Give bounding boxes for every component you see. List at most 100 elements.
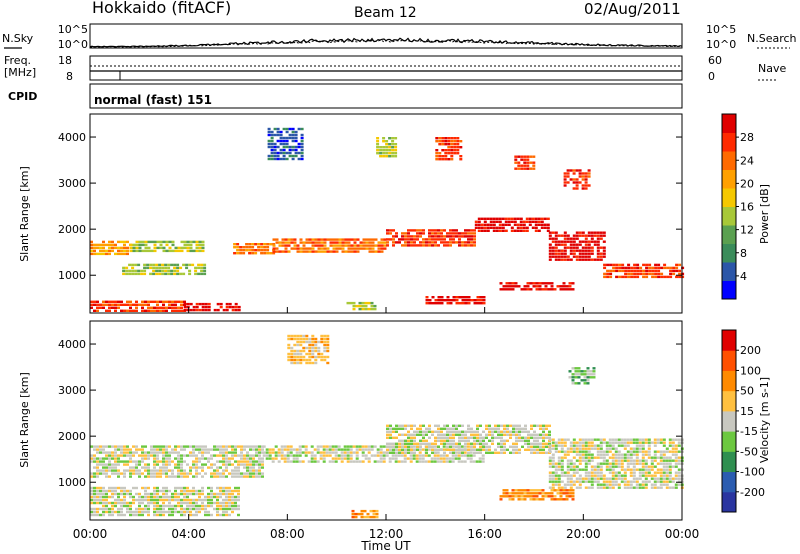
velocity-cell xyxy=(198,451,201,454)
velocity-cell xyxy=(458,433,461,436)
velocity-cell xyxy=(237,475,240,478)
velocity-cell xyxy=(114,445,117,448)
power-cell xyxy=(587,246,591,249)
power-cell xyxy=(108,300,111,303)
velocity-cell xyxy=(467,430,470,433)
velocity-cell xyxy=(674,444,678,447)
velocity-cell xyxy=(376,451,380,454)
power-cell xyxy=(578,172,582,175)
power-cell xyxy=(473,229,476,232)
velocity-cell xyxy=(571,495,575,498)
velocity-cell xyxy=(258,448,261,451)
velocity-cell xyxy=(524,424,527,427)
power-cell xyxy=(394,152,398,155)
velocity-cell xyxy=(222,469,225,472)
power-cell xyxy=(569,243,573,246)
velocity-cell xyxy=(668,441,672,444)
velocity-cell xyxy=(590,447,594,450)
velocity-cell xyxy=(662,450,666,453)
power-cell xyxy=(584,181,588,184)
power-cell xyxy=(422,232,425,235)
power-cell xyxy=(609,275,613,279)
velocity-cell xyxy=(509,451,512,454)
velocity-cell xyxy=(93,492,96,496)
velocity-cell xyxy=(386,433,389,436)
power-cell xyxy=(111,243,114,247)
velocity-cell xyxy=(554,447,558,450)
velocity-cell xyxy=(605,477,609,480)
power-cell xyxy=(459,158,463,161)
power-cell xyxy=(276,139,280,143)
velocity-cell xyxy=(574,373,578,376)
velocity-cell xyxy=(302,349,306,353)
power-cell xyxy=(495,229,499,232)
velocity-cell xyxy=(620,474,624,477)
power-cell xyxy=(374,250,378,253)
power-cell xyxy=(624,269,628,273)
velocity-cell xyxy=(135,451,138,454)
power-cell xyxy=(288,133,292,137)
velocity-cell xyxy=(578,447,582,450)
velocity-cell xyxy=(599,441,603,444)
velocity-cell xyxy=(201,469,204,472)
power-cell xyxy=(575,234,579,237)
velocity-cell xyxy=(491,433,494,436)
power-cell xyxy=(437,238,440,241)
power-cell xyxy=(467,302,471,305)
power-cell xyxy=(587,175,591,178)
velocity-cell xyxy=(650,477,654,480)
velocity-cell xyxy=(246,451,249,454)
power-cell xyxy=(470,235,473,238)
velocity-cell xyxy=(541,495,545,498)
velocity-cell xyxy=(565,498,569,501)
velocity-cell xyxy=(419,442,422,445)
velocity-cell xyxy=(102,489,105,493)
velocity-cell xyxy=(568,492,572,495)
velocity-cell xyxy=(413,430,416,433)
velocity-cell xyxy=(129,460,132,463)
velocity-cell xyxy=(488,430,491,433)
power-cell xyxy=(587,249,591,252)
velocity-cell xyxy=(195,510,198,514)
velocity-cell xyxy=(153,475,156,478)
power-cell xyxy=(99,243,102,247)
velocity-cell xyxy=(635,447,639,450)
velocity-cell xyxy=(156,510,159,514)
velocity-cell xyxy=(102,507,105,511)
power-cell xyxy=(551,246,555,249)
velocity-cell xyxy=(207,513,210,517)
velocity-cell xyxy=(644,477,648,480)
velocity-cell xyxy=(287,352,291,356)
power-colorbar-label: Power [dB] xyxy=(758,184,771,244)
power-cell xyxy=(581,178,585,181)
velocity-cell xyxy=(114,466,117,469)
velocity-cell xyxy=(575,447,579,450)
velocity-cell xyxy=(261,475,264,478)
velocity-cell xyxy=(578,486,582,489)
velocity-cell xyxy=(446,433,449,436)
power-cell xyxy=(431,229,434,232)
velocity-cell xyxy=(153,492,156,496)
velocity-cell xyxy=(102,469,105,472)
power-cell xyxy=(207,308,211,312)
velocity-cell xyxy=(183,495,186,499)
velocity-cell xyxy=(412,445,416,448)
velocity-cell xyxy=(512,451,515,454)
power-cell xyxy=(566,175,570,178)
velocity-cell xyxy=(274,454,278,457)
velocity-cell xyxy=(485,424,488,427)
power-cell xyxy=(377,244,381,247)
velocity-cell xyxy=(512,424,515,427)
velocity-cell xyxy=(431,430,434,433)
power-cell xyxy=(294,136,298,140)
velocity-cell xyxy=(363,515,367,519)
power-cell xyxy=(391,155,395,158)
velocity-cell xyxy=(410,427,413,430)
power-cell xyxy=(428,299,432,302)
power-cell xyxy=(572,234,576,237)
power-cell xyxy=(147,240,151,244)
velocity-cell xyxy=(114,504,117,508)
power-cell xyxy=(520,158,524,161)
velocity-cell xyxy=(541,492,545,495)
velocity-cell xyxy=(605,465,609,468)
